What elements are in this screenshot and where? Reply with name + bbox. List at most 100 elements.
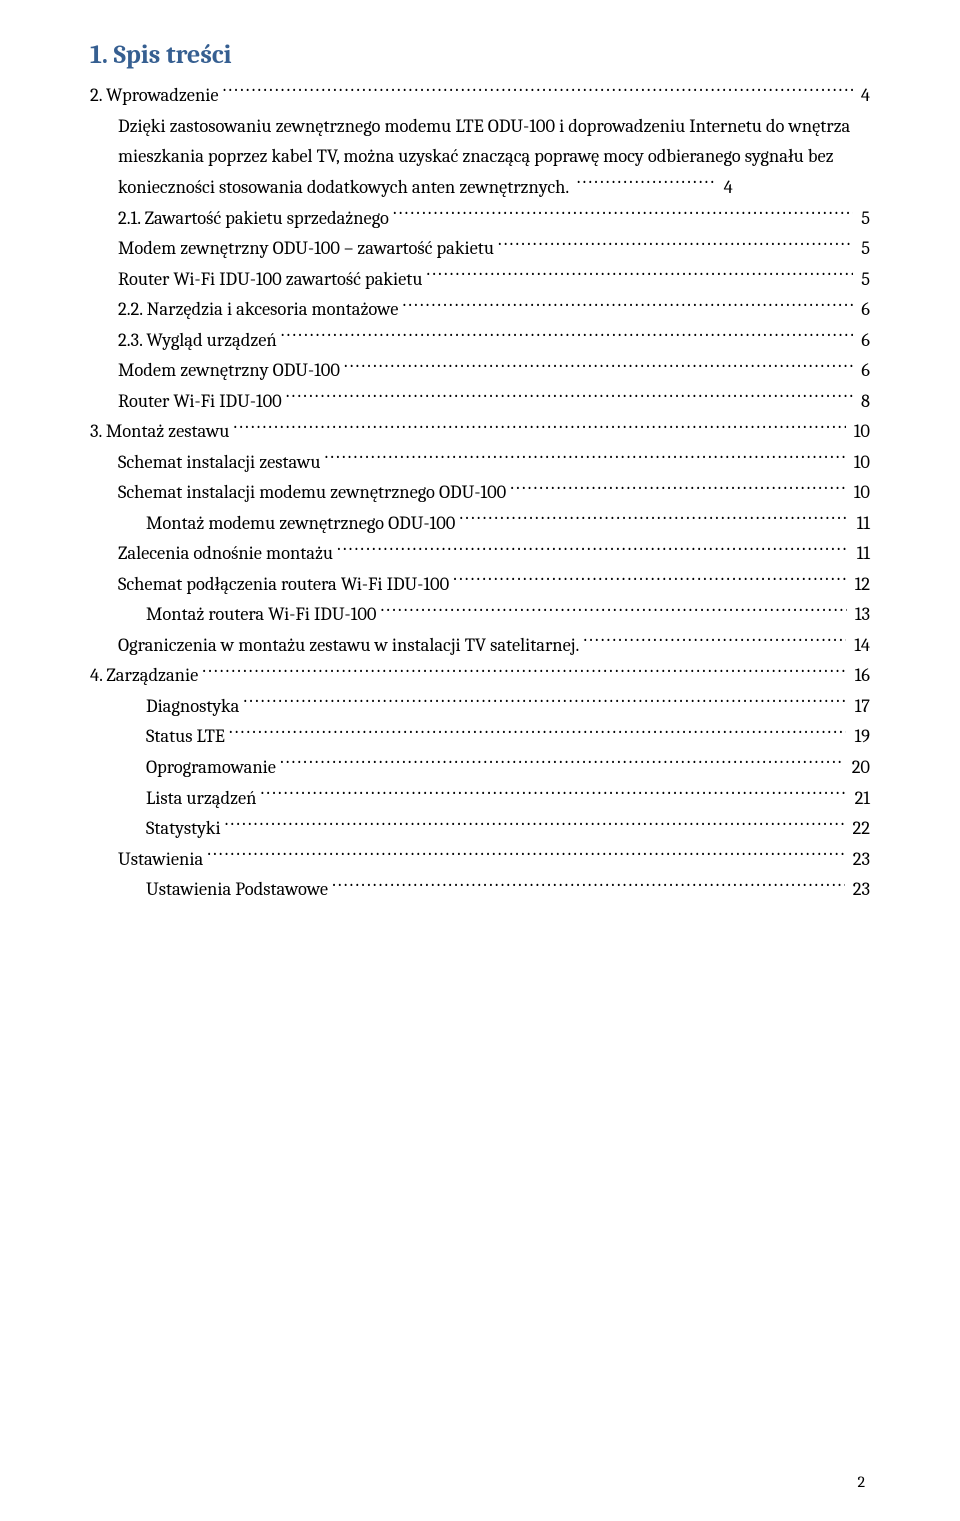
toc-entry-label: Schemat podłączenia routera Wi-Fi IDU-10… [118, 569, 449, 600]
toc-entry: Ograniczenia w montażu zestawu w instala… [90, 630, 870, 661]
toc-entry: Zalecenia odnośnie montażu 11 [90, 538, 870, 569]
toc-leader [459, 509, 848, 529]
toc-entry: Ustawienia Podstawowe 23 [90, 874, 870, 905]
toc-leader [260, 783, 846, 803]
toc-list: 2. Wprowadzenie 4Dzięki zastosowaniu zewn… [90, 80, 870, 905]
toc-entry-label: Dzięki zastosowaniu zewnętrznego modemu … [118, 115, 850, 198]
toc-entry: Router Wi-Fi IDU-100 8 [90, 386, 870, 417]
toc-leader [577, 172, 716, 192]
toc-entry-label: Ustawienia [118, 844, 203, 875]
toc-entry-label: 2.2. Narzędzia i akcesoria montażowe [118, 294, 398, 325]
toc-leader [225, 814, 845, 834]
toc-entry-page: 20 [848, 752, 870, 783]
toc-entry-page: 5 [857, 264, 870, 295]
toc-entry-label: Modem zewnętrzny ODU-100 – zawartość pak… [118, 233, 494, 264]
toc-leader [233, 417, 845, 437]
toc-entry-page: 12 [851, 569, 870, 600]
toc-entry-label: Oprogramowanie [146, 752, 276, 783]
toc-entry-label: 2.3. Wygląd urządzeń [118, 325, 277, 356]
toc-entry-label: 2. Wprowadzenie [90, 80, 219, 111]
toc-entry-label: Zalecenia odnośnie montażu [118, 538, 333, 569]
toc-entry-label: 3. Montaż zestawu [90, 416, 229, 447]
toc-entry-label: Router Wi-Fi IDU-100 [118, 386, 282, 417]
toc-leader [332, 875, 845, 895]
toc-entry: Router Wi-Fi IDU-100 zawartość pakietu 5 [90, 264, 870, 295]
toc-leader [510, 478, 845, 498]
toc-leader [337, 539, 849, 559]
toc-leader [202, 661, 846, 681]
toc-entry: Diagnostyka 17 [90, 691, 870, 722]
toc-entry-label: Montaż routera Wi-Fi IDU-100 [146, 599, 376, 630]
toc-entry-label: Diagnostyka [146, 691, 239, 722]
toc-leader [393, 203, 853, 223]
toc-entry-label: Schemat instalacji modemu zewnętrznego O… [118, 477, 506, 508]
toc-entry-label: Ograniczenia w montażu zestawu w instala… [118, 630, 579, 661]
toc-entry: Modem zewnętrzny ODU-100 – zawartość pak… [90, 233, 870, 264]
toc-entry-page: 23 [849, 844, 870, 875]
toc-entry: Ustawienia 23 [90, 844, 870, 875]
toc-entry: Oprogramowanie 20 [90, 752, 870, 783]
toc-entry-page: 5 [857, 203, 870, 234]
toc-leader [583, 631, 846, 651]
page-number: 2 [857, 1473, 865, 1491]
toc-leader [498, 234, 853, 254]
toc-entry-page: 13 [851, 599, 870, 630]
toc-title: 1. Spis treści [90, 40, 870, 70]
toc-leader [229, 722, 847, 742]
toc-entry-page: 10 [850, 416, 870, 447]
toc-leader [344, 356, 853, 376]
toc-entry: 2.2. Narzędzia i akcesoria montażowe 6 [90, 294, 870, 325]
toc-entry-label: Montaż modemu zewnętrznego ODU-100 [146, 508, 455, 539]
toc-leader [223, 81, 853, 101]
toc-entry-label: Modem zewnętrzny ODU-100 [118, 355, 340, 386]
toc-entry-label: Lista urządzeń [146, 783, 256, 814]
toc-entry: Montaż routera Wi-Fi IDU-100 13 [90, 599, 870, 630]
toc-entry: Schemat podłączenia routera Wi-Fi IDU-10… [90, 569, 870, 600]
toc-leader [243, 692, 846, 712]
toc-entry: 2.3. Wygląd urządzeń6 [90, 325, 870, 356]
toc-entry-label: Schemat instalacji zestawu [118, 447, 320, 478]
toc-entry: Dzięki zastosowaniu zewnętrznego modemu … [90, 111, 870, 203]
toc-entry-label: Ustawienia Podstawowe [146, 874, 328, 905]
toc-entry: 4. Zarządzanie 16 [90, 660, 870, 691]
toc-entry-page: 4 [720, 172, 733, 203]
toc-entry-page: 10 [850, 447, 870, 478]
toc-entry: Montaż modemu zewnętrznego ODU-100 11 [90, 508, 870, 539]
toc-entry-page: 6 [857, 294, 870, 325]
toc-entry-page: 6 [857, 355, 870, 386]
toc-entry-page: 5 [857, 233, 870, 264]
toc-entry-page: 4 [857, 80, 870, 111]
toc-entry: Status LTE 19 [90, 721, 870, 752]
toc-entry-page: 22 [849, 813, 870, 844]
toc-entry-page: 10 [850, 477, 870, 508]
toc-entry: 3. Montaż zestawu 10 [90, 416, 870, 447]
toc-leader [453, 570, 846, 590]
toc-entry-page: 8 [857, 386, 870, 417]
toc-leader [324, 448, 845, 468]
toc-leader [286, 386, 853, 406]
toc-entry-page: 11 [853, 508, 870, 539]
toc-entry-label: Status LTE [146, 721, 225, 752]
document-page: 1. Spis treści 2. Wprowadzenie 4Dzięki za… [0, 0, 960, 1521]
toc-entry-page: 14 [850, 630, 870, 661]
toc-entry-label: Statystyki [146, 813, 221, 844]
toc-entry: Lista urządzeń 21 [90, 783, 870, 814]
toc-entry: Schemat instalacji modemu zewnętrznego O… [90, 477, 870, 508]
toc-entry-page: 23 [849, 874, 870, 905]
toc-entry-page: 17 [851, 691, 870, 722]
toc-leader [380, 600, 846, 620]
toc-entry-page: 21 [851, 783, 870, 814]
toc-leader [426, 264, 853, 284]
toc-entry-page: 16 [851, 660, 870, 691]
toc-entry: 2.1. Zawartość pakietu sprzedażnego 5 [90, 203, 870, 234]
toc-entry: 2. Wprowadzenie 4 [90, 80, 870, 111]
toc-leader [402, 295, 853, 315]
toc-leader [207, 844, 845, 864]
toc-entry-label: 4. Zarządzanie [90, 660, 198, 691]
toc-leader [280, 753, 844, 773]
toc-entry-page: 19 [850, 721, 870, 752]
toc-entry-label: 2.1. Zawartość pakietu sprzedażnego [118, 203, 389, 234]
toc-entry: Statystyki 22 [90, 813, 870, 844]
toc-entry-label: Router Wi-Fi IDU-100 zawartość pakietu [118, 264, 422, 295]
toc-entry-page: 11 [853, 538, 870, 569]
